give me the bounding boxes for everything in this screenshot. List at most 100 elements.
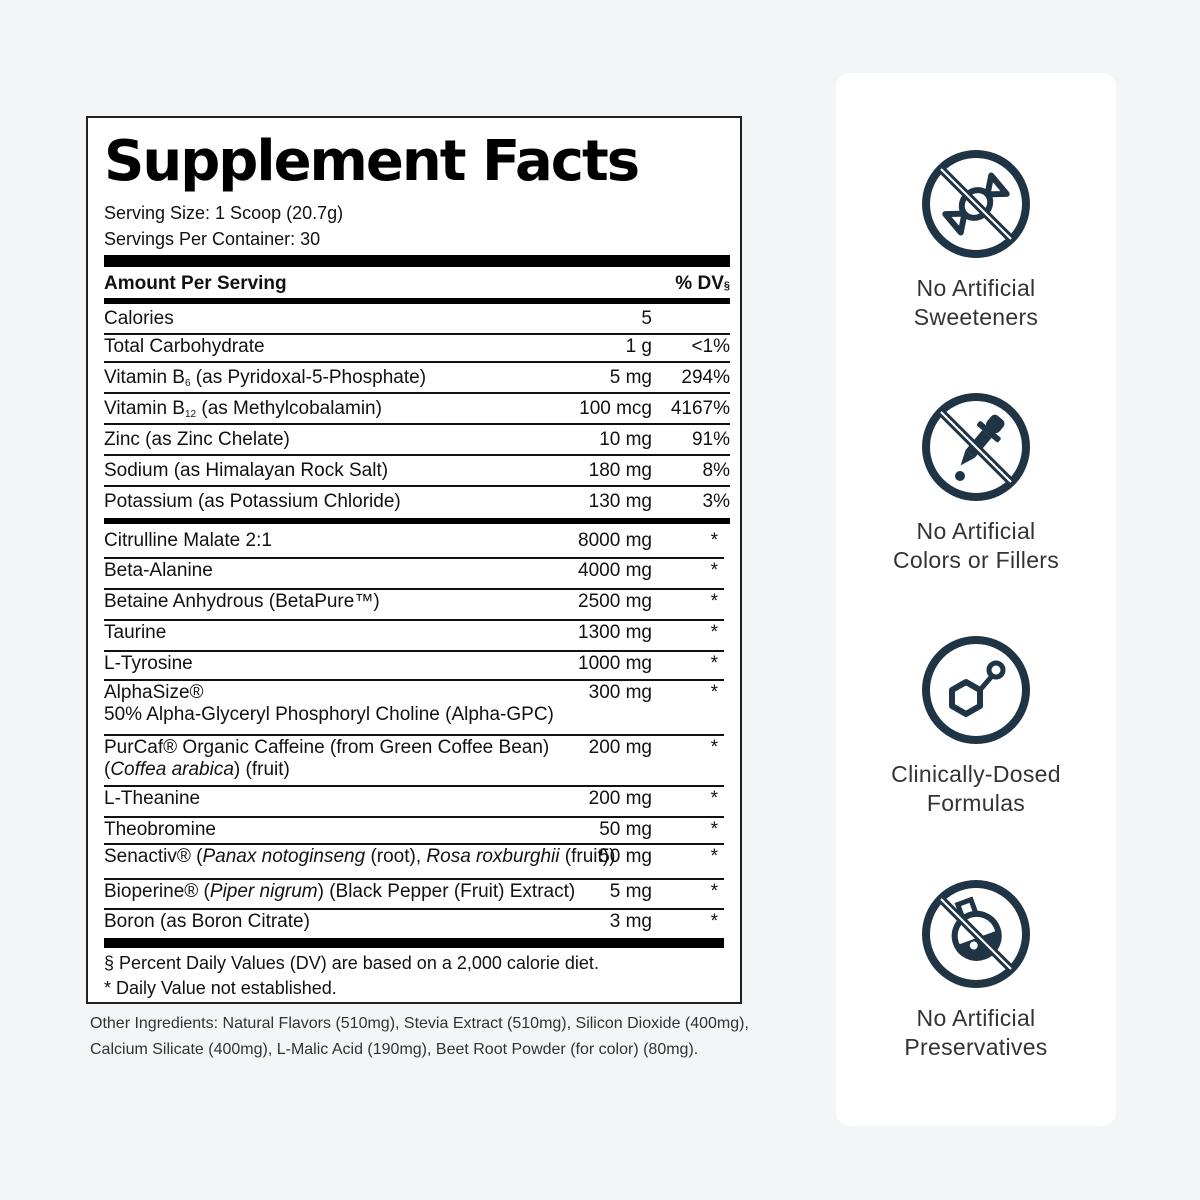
nutrient-amount: 50 mg <box>599 819 652 840</box>
nutrient-name: L-Theanine <box>104 788 201 809</box>
table-row: AlphaSize® 50% Alpha-Glyceryl Phosphoryl … <box>104 682 730 732</box>
table-row: Total Carbohydrate 1 g <1% <box>104 336 730 362</box>
table-row: Beta-Alanine 4000 mg * <box>104 560 730 586</box>
nutrient-amount: 8000 mg <box>578 530 652 551</box>
other-ingredients: Other Ingredients: Natural Flavors (510m… <box>90 1015 749 1058</box>
table-row: Vitamin B12 (as Methylcobalamin) 100 mcg 4… <box>104 398 730 424</box>
dv-header: % DV§ <box>675 273 730 294</box>
servings-per-container: Servings Per Container: 30 <box>104 229 321 249</box>
table-row: L-Theanine 200 mg * <box>104 788 730 814</box>
nutrient-amount: 4000 mg <box>578 560 652 581</box>
no-colors-icon <box>922 393 1030 501</box>
row-divider <box>104 816 730 818</box>
nutrient-name: L-Tyrosine <box>104 653 193 674</box>
nutrient-amount: 3 mg <box>609 911 652 932</box>
nutrient-dv: * <box>710 682 718 703</box>
row-divider <box>104 908 730 910</box>
row-divider <box>104 679 730 681</box>
table-row: L-Tyrosine 1000 mg * <box>104 653 730 679</box>
amount-per-serving-label: Amount Per Serving <box>104 273 287 294</box>
no-sweeteners-icon <box>922 150 1030 258</box>
nutrient-name: Calories <box>104 308 174 329</box>
supplement-facts-panel: Supplement Facts Serving Size: 1 Scoop (… <box>86 116 742 1004</box>
nutrient-name: Potassium (as Potassium Chloride) <box>104 491 401 512</box>
nutrient-dv: 8% <box>702 460 730 481</box>
row-divider <box>104 361 730 363</box>
nutrient-dv: * <box>710 653 718 674</box>
nutrient-dv: * <box>710 591 718 612</box>
row-divider <box>104 557 730 559</box>
table-row: Sodium (as Himalayan Rock Salt) 180 mg 8% <box>104 460 730 486</box>
nutrient-dv: * <box>710 737 718 758</box>
row-divider <box>104 734 730 736</box>
row-divider <box>104 423 730 425</box>
nutrient-amount: 200 mg <box>588 737 652 758</box>
row-divider <box>104 785 730 787</box>
thick-divider-bottom <box>104 938 724 948</box>
row-divider <box>104 485 730 487</box>
row-divider <box>104 619 730 621</box>
nutrient-amount: 130 mg <box>588 491 652 512</box>
row-divider <box>104 843 730 845</box>
nutrient-name: AlphaSize® 50% Alpha-Glyceryl Phosphoryl … <box>104 682 554 725</box>
badge-no-preservatives: No Artificial Preservatives <box>836 878 1116 1062</box>
nutrient-name: Total Carbohydrate <box>104 336 265 357</box>
table-row: PurCaf® Organic Caffeine (from Green Cof… <box>104 737 730 787</box>
table-row: Boron (as Boron Citrate) 3 mg * <box>104 911 730 937</box>
nutrient-dv: * <box>710 560 718 581</box>
nutrient-amount: 100 mcg <box>579 398 652 419</box>
table-row: Vitamin B6 (as Pyridoxal-5-Phosphate) 5 m… <box>104 367 730 393</box>
nutrient-name: Vitamin B6 (as Pyridoxal-5-Phosphate) <box>104 367 427 389</box>
row-divider <box>104 878 730 880</box>
nutrient-name: Betaine Anhydrous (BetaPure™) <box>104 591 380 612</box>
nutrient-name: Taurine <box>104 622 167 643</box>
table-row: Taurine 1300 mg * <box>104 622 730 648</box>
table-row: Theobromine 50 mg * <box>104 819 730 845</box>
nutrient-dv: <1% <box>691 336 730 357</box>
nutrient-dv: 4167% <box>670 398 730 419</box>
table-row: Zinc (as Zinc Chelate) 10 mg 91% <box>104 429 730 455</box>
facts-title: Supplement Facts <box>104 129 640 194</box>
table-row: Citrulline Malate 2:1 8000 mg * <box>104 530 730 556</box>
nutrient-name: Sodium (as Himalayan Rock Salt) <box>104 460 389 481</box>
badges-panel: No Artificial Sweeteners No Artificial C… <box>836 73 1116 1126</box>
nutrient-dv: 3% <box>702 491 730 512</box>
badge-no-colors: No Artificial Colors or Fillers <box>836 391 1116 575</box>
nutrient-amount: 1 g <box>625 336 652 357</box>
nutrient-name: Beta-Alanine <box>104 560 213 581</box>
badge-line1: Clinically-Dosed <box>891 761 1061 787</box>
no-preservatives-icon <box>922 880 1030 988</box>
badge-line2: Colors or Fillers <box>892 547 1060 573</box>
nutrient-amount: 2500 mg <box>578 591 652 612</box>
badge-line1: No Artificial <box>916 1005 1036 1031</box>
nutrient-amount: 300 mg <box>588 682 652 703</box>
badge-line2: Formulas <box>926 790 1026 816</box>
badge-line1: No Artificial <box>916 518 1036 544</box>
nutrient-amount: 180 mg <box>588 460 652 481</box>
row-divider <box>104 588 730 590</box>
nutrient-amount: 5 mg <box>609 367 652 388</box>
row-divider <box>104 650 730 652</box>
row-divider <box>104 392 730 394</box>
row-divider <box>104 333 730 335</box>
table-row: Potassium (as Potassium Chloride) 130 mg 3… <box>104 491 730 517</box>
row-divider <box>104 454 730 456</box>
nutrient-amount: 10 mg <box>599 429 652 450</box>
medium-divider <box>104 518 730 524</box>
nutrient-amount: 200 mg <box>588 788 652 809</box>
molecule-icon <box>922 636 1030 744</box>
nutrient-name: Zinc (as Zinc Chelate) <box>104 429 290 450</box>
nutrient-amount: 1000 mg <box>578 653 652 674</box>
badge-line1: No Artificial <box>916 275 1036 301</box>
badge-line2: Sweeteners <box>913 304 1039 330</box>
nutrient-dv: 294% <box>681 367 730 388</box>
nutrient-name: PurCaf® Organic Caffeine (from Green Cof… <box>104 737 550 780</box>
nutrient-name: Vitamin B12 (as Methylcobalamin) <box>104 398 382 420</box>
table-row: Senactiv® (Panax notoginseng (root), Ros… <box>104 846 730 872</box>
nutrient-amount: 5 <box>641 308 652 329</box>
badge-line2: Preservatives <box>904 1034 1048 1060</box>
serving-size: Serving Size: 1 Scoop (20.7g) <box>104 203 344 223</box>
badge-no-sweeteners: No Artificial Sweeteners <box>836 148 1116 332</box>
nutrient-amount: 1300 mg <box>578 622 652 643</box>
table-row: Bioperine® (Piper nigrum) (Black Pepper … <box>104 881 730 907</box>
